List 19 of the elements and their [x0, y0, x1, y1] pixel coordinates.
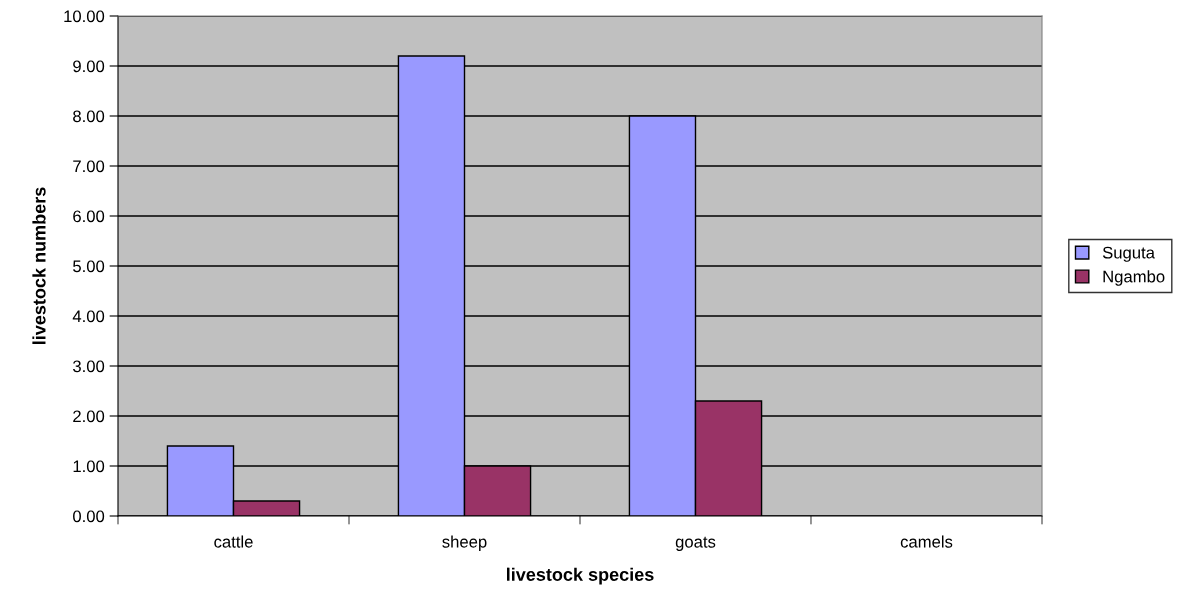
x-tick-label: camels [900, 535, 953, 548]
x-axis-title: livestock species [506, 567, 654, 585]
y-tick-label: 9.00 [73, 60, 105, 73]
legend-label: Suguta [1102, 246, 1155, 262]
y-tick-label: 4.00 [72, 310, 105, 323]
y-tick-label: 0.00 [73, 510, 105, 523]
y-axis-title: livestock numbers [32, 187, 46, 345]
y-tick-label: 6.00 [73, 210, 105, 223]
y-tick-label: 2.00 [73, 410, 105, 423]
y-tick-label: 7.00 [73, 160, 105, 173]
legend-label: Ngambo [1103, 270, 1165, 286]
y-tick-label: 10.00 [64, 10, 105, 23]
y-tick-label: 5.00 [73, 260, 105, 273]
x-tick-label: cattle [214, 535, 253, 548]
x-tick-label: goats [675, 536, 716, 551]
y-tick-label: 1.00 [73, 460, 105, 473]
x-tick-label: sheep [442, 535, 487, 551]
y-tick-label: 3.00 [73, 360, 105, 373]
y-tick-label: 8.00 [73, 110, 105, 123]
